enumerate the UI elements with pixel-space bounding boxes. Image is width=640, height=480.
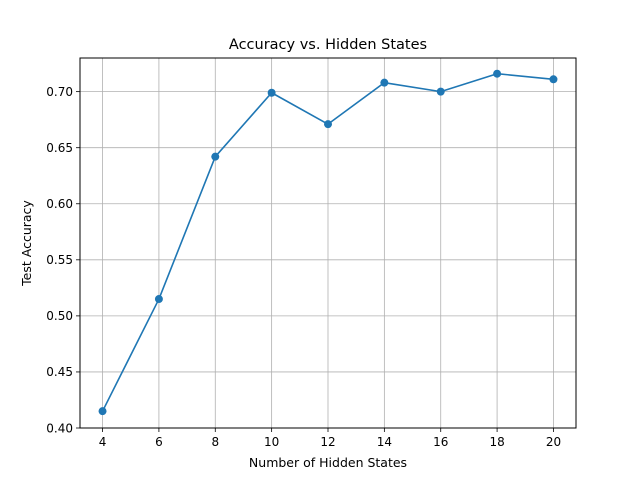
x-tick-label: 14 [377, 435, 392, 449]
data-point [154, 295, 163, 304]
x-tick-label: 4 [99, 435, 107, 449]
data-point [324, 120, 332, 129]
y-axis-label: Test Accuracy [19, 200, 34, 287]
x-tick-label: 20 [546, 435, 561, 449]
x-tick-label: 16 [433, 435, 448, 449]
y-tick-label: 0.60 [46, 197, 73, 211]
data-point [549, 75, 558, 84]
y-tick-label: 0.40 [46, 421, 73, 435]
x-tick-label: 10 [264, 435, 279, 449]
data-point [267, 88, 276, 97]
x-tick-label: 18 [489, 435, 504, 449]
y-tick-label: 0.50 [46, 309, 73, 323]
data-point [493, 69, 502, 78]
data-point [436, 87, 445, 96]
data-point [380, 78, 389, 87]
data-point [98, 407, 107, 416]
grid-lines [80, 58, 576, 429]
y-tick-label: 0.55 [46, 253, 73, 267]
x-tick-label: 12 [320, 435, 335, 449]
data-point [211, 152, 220, 161]
x-tick-label: 8 [211, 435, 219, 449]
data-series [98, 69, 558, 416]
y-axis-ticks: 0.40 0.45 0.50 0.55 0.60 0.65 0.70 [46, 85, 80, 435]
x-axis-ticks: 4 6 8 10 12 14 16 18 20 [99, 428, 561, 449]
y-tick-label: 0.65 [46, 141, 73, 155]
x-tick-label: 6 [155, 435, 163, 449]
y-tick-label: 0.70 [46, 85, 73, 99]
x-axis-label: Number of Hidden States [249, 455, 407, 470]
chart-title: Accuracy vs. Hidden States [229, 37, 427, 53]
y-tick-label: 0.45 [46, 365, 73, 379]
